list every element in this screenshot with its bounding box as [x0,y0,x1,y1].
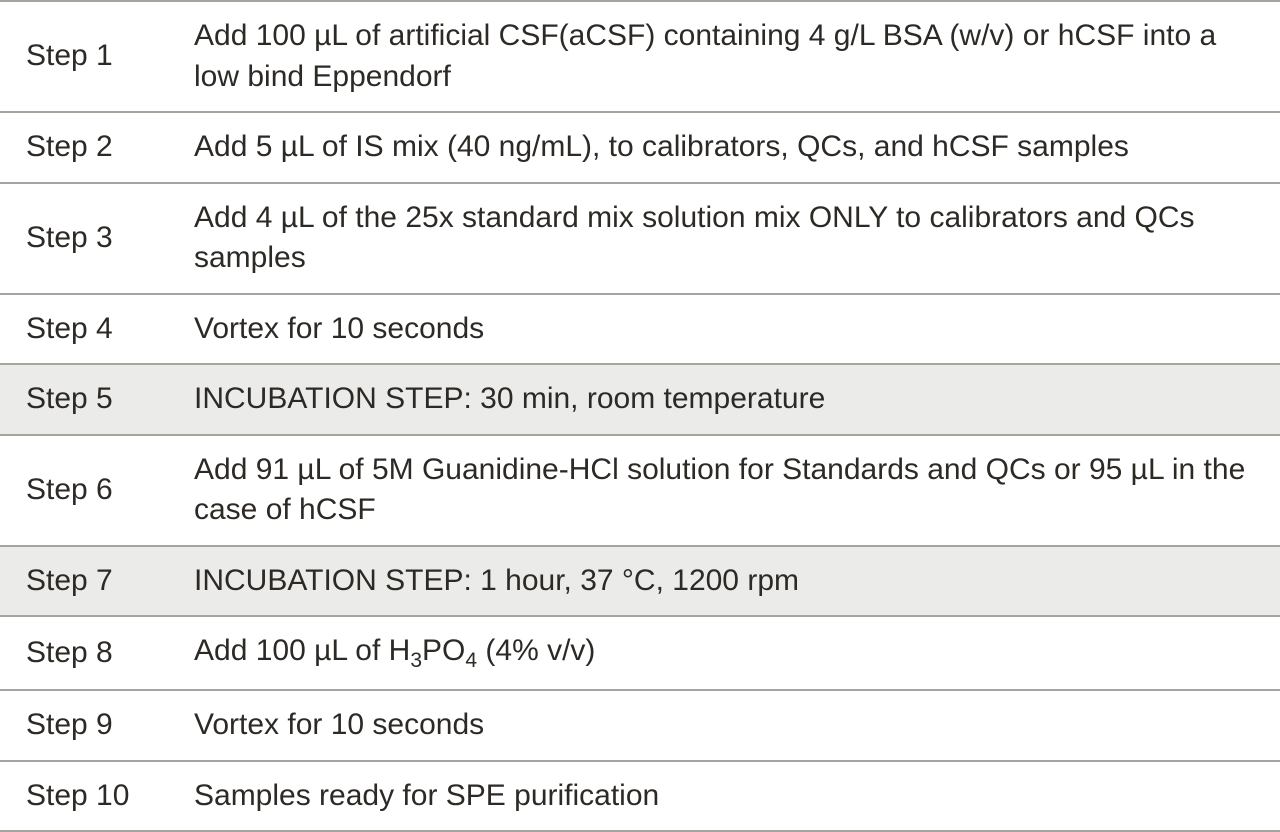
step-label: Step 9 [0,690,170,761]
step-label: Step 2 [0,112,170,183]
table-row: Step 8Add 100 µL of H3PO4 (4% v/v) [0,616,1280,690]
step-description: INCUBATION STEP: 1 hour, 37 °C, 1200 rpm [170,546,1280,617]
table-row: Step 4Vortex for 10 seconds [0,294,1280,365]
protocol-steps-tbody: Step 1Add 100 µL of artificial CSF(aCSF)… [0,1,1280,831]
table-row: Step 5INCUBATION STEP: 30 min, room temp… [0,364,1280,435]
step-description: Add 91 µL of 5M Guanidine-HCl solution f… [170,435,1280,546]
table-row: Step 2Add 5 µL of IS mix (40 ng/mL), to … [0,112,1280,183]
step-label: Step 1 [0,1,170,112]
step-description: Vortex for 10 seconds [170,294,1280,365]
step-description: Add 5 µL of IS mix (40 ng/mL), to calibr… [170,112,1280,183]
protocol-steps-table: Step 1Add 100 µL of artificial CSF(aCSF)… [0,0,1280,832]
step-label: Step 8 [0,616,170,690]
step-description: Add 100 µL of artificial CSF(aCSF) conta… [170,1,1280,112]
step-label: Step 6 [0,435,170,546]
table-row: Step 9Vortex for 10 seconds [0,690,1280,761]
table-row: Step 6Add 91 µL of 5M Guanidine-HCl solu… [0,435,1280,546]
step-description: INCUBATION STEP: 30 min, room temperatur… [170,364,1280,435]
table-row: Step 3Add 4 µL of the 25x standard mix s… [0,183,1280,294]
step-label: Step 5 [0,364,170,435]
step-label: Step 7 [0,546,170,617]
step-label: Step 4 [0,294,170,365]
table-row: Step 1Add 100 µL of artificial CSF(aCSF)… [0,1,1280,112]
step-description: Add 4 µL of the 25x standard mix solutio… [170,183,1280,294]
step-description: Vortex for 10 seconds [170,690,1280,761]
step-description: Samples ready for SPE purification [170,761,1280,832]
table-row: Step 10Samples ready for SPE purificatio… [0,761,1280,832]
step-label: Step 3 [0,183,170,294]
table-row: Step 7INCUBATION STEP: 1 hour, 37 °C, 12… [0,546,1280,617]
step-label: Step 10 [0,761,170,832]
step-description: Add 100 µL of H3PO4 (4% v/v) [170,616,1280,690]
